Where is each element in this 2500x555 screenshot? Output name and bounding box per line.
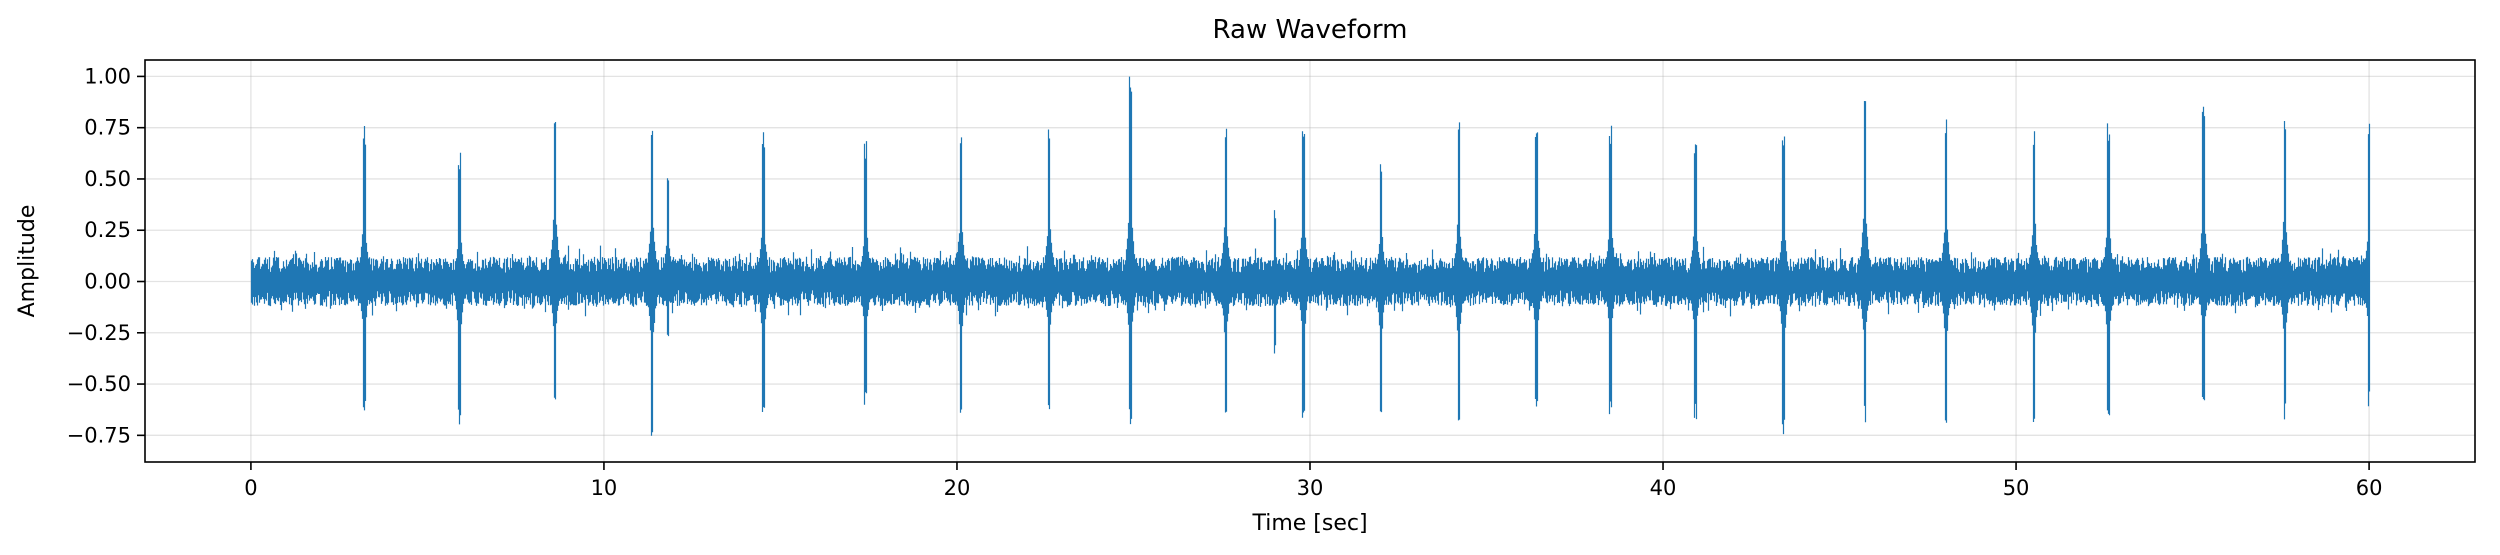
x-axis-label: Time [sec]	[1251, 511, 1367, 536]
y-tick-label: 0.25	[84, 218, 131, 242]
y-tick-label: 0.00	[84, 270, 131, 294]
x-tick-label: 40	[1650, 476, 1677, 500]
x-tick-label: 0	[244, 476, 257, 500]
x-tick-label: 20	[944, 476, 971, 500]
y-tick-label: 0.50	[84, 167, 131, 191]
x-tick-label: 50	[2003, 476, 2030, 500]
y-tick-label: −0.25	[67, 321, 131, 345]
waveform-line	[250, 76, 2371, 436]
y-axis-label: Amplitude	[15, 205, 40, 318]
y-tick-label: −0.75	[67, 423, 131, 447]
tick-layer: 0 10 20 30 40 50 60 −0.75 −0.50 −0.25 0.00 0.25 0.50…	[67, 64, 2383, 500]
y-tick-label: −0.50	[67, 372, 131, 396]
y-tick-label: 0.75	[84, 116, 131, 140]
y-tick-label: 1.00	[84, 64, 131, 88]
x-tick-label: 60	[2356, 476, 2383, 500]
x-tick-label: 10	[591, 476, 618, 500]
x-tick-label: 30	[1297, 476, 1324, 500]
chart-title: Raw Waveform	[1213, 15, 1408, 45]
waveform-series	[250, 76, 2371, 436]
